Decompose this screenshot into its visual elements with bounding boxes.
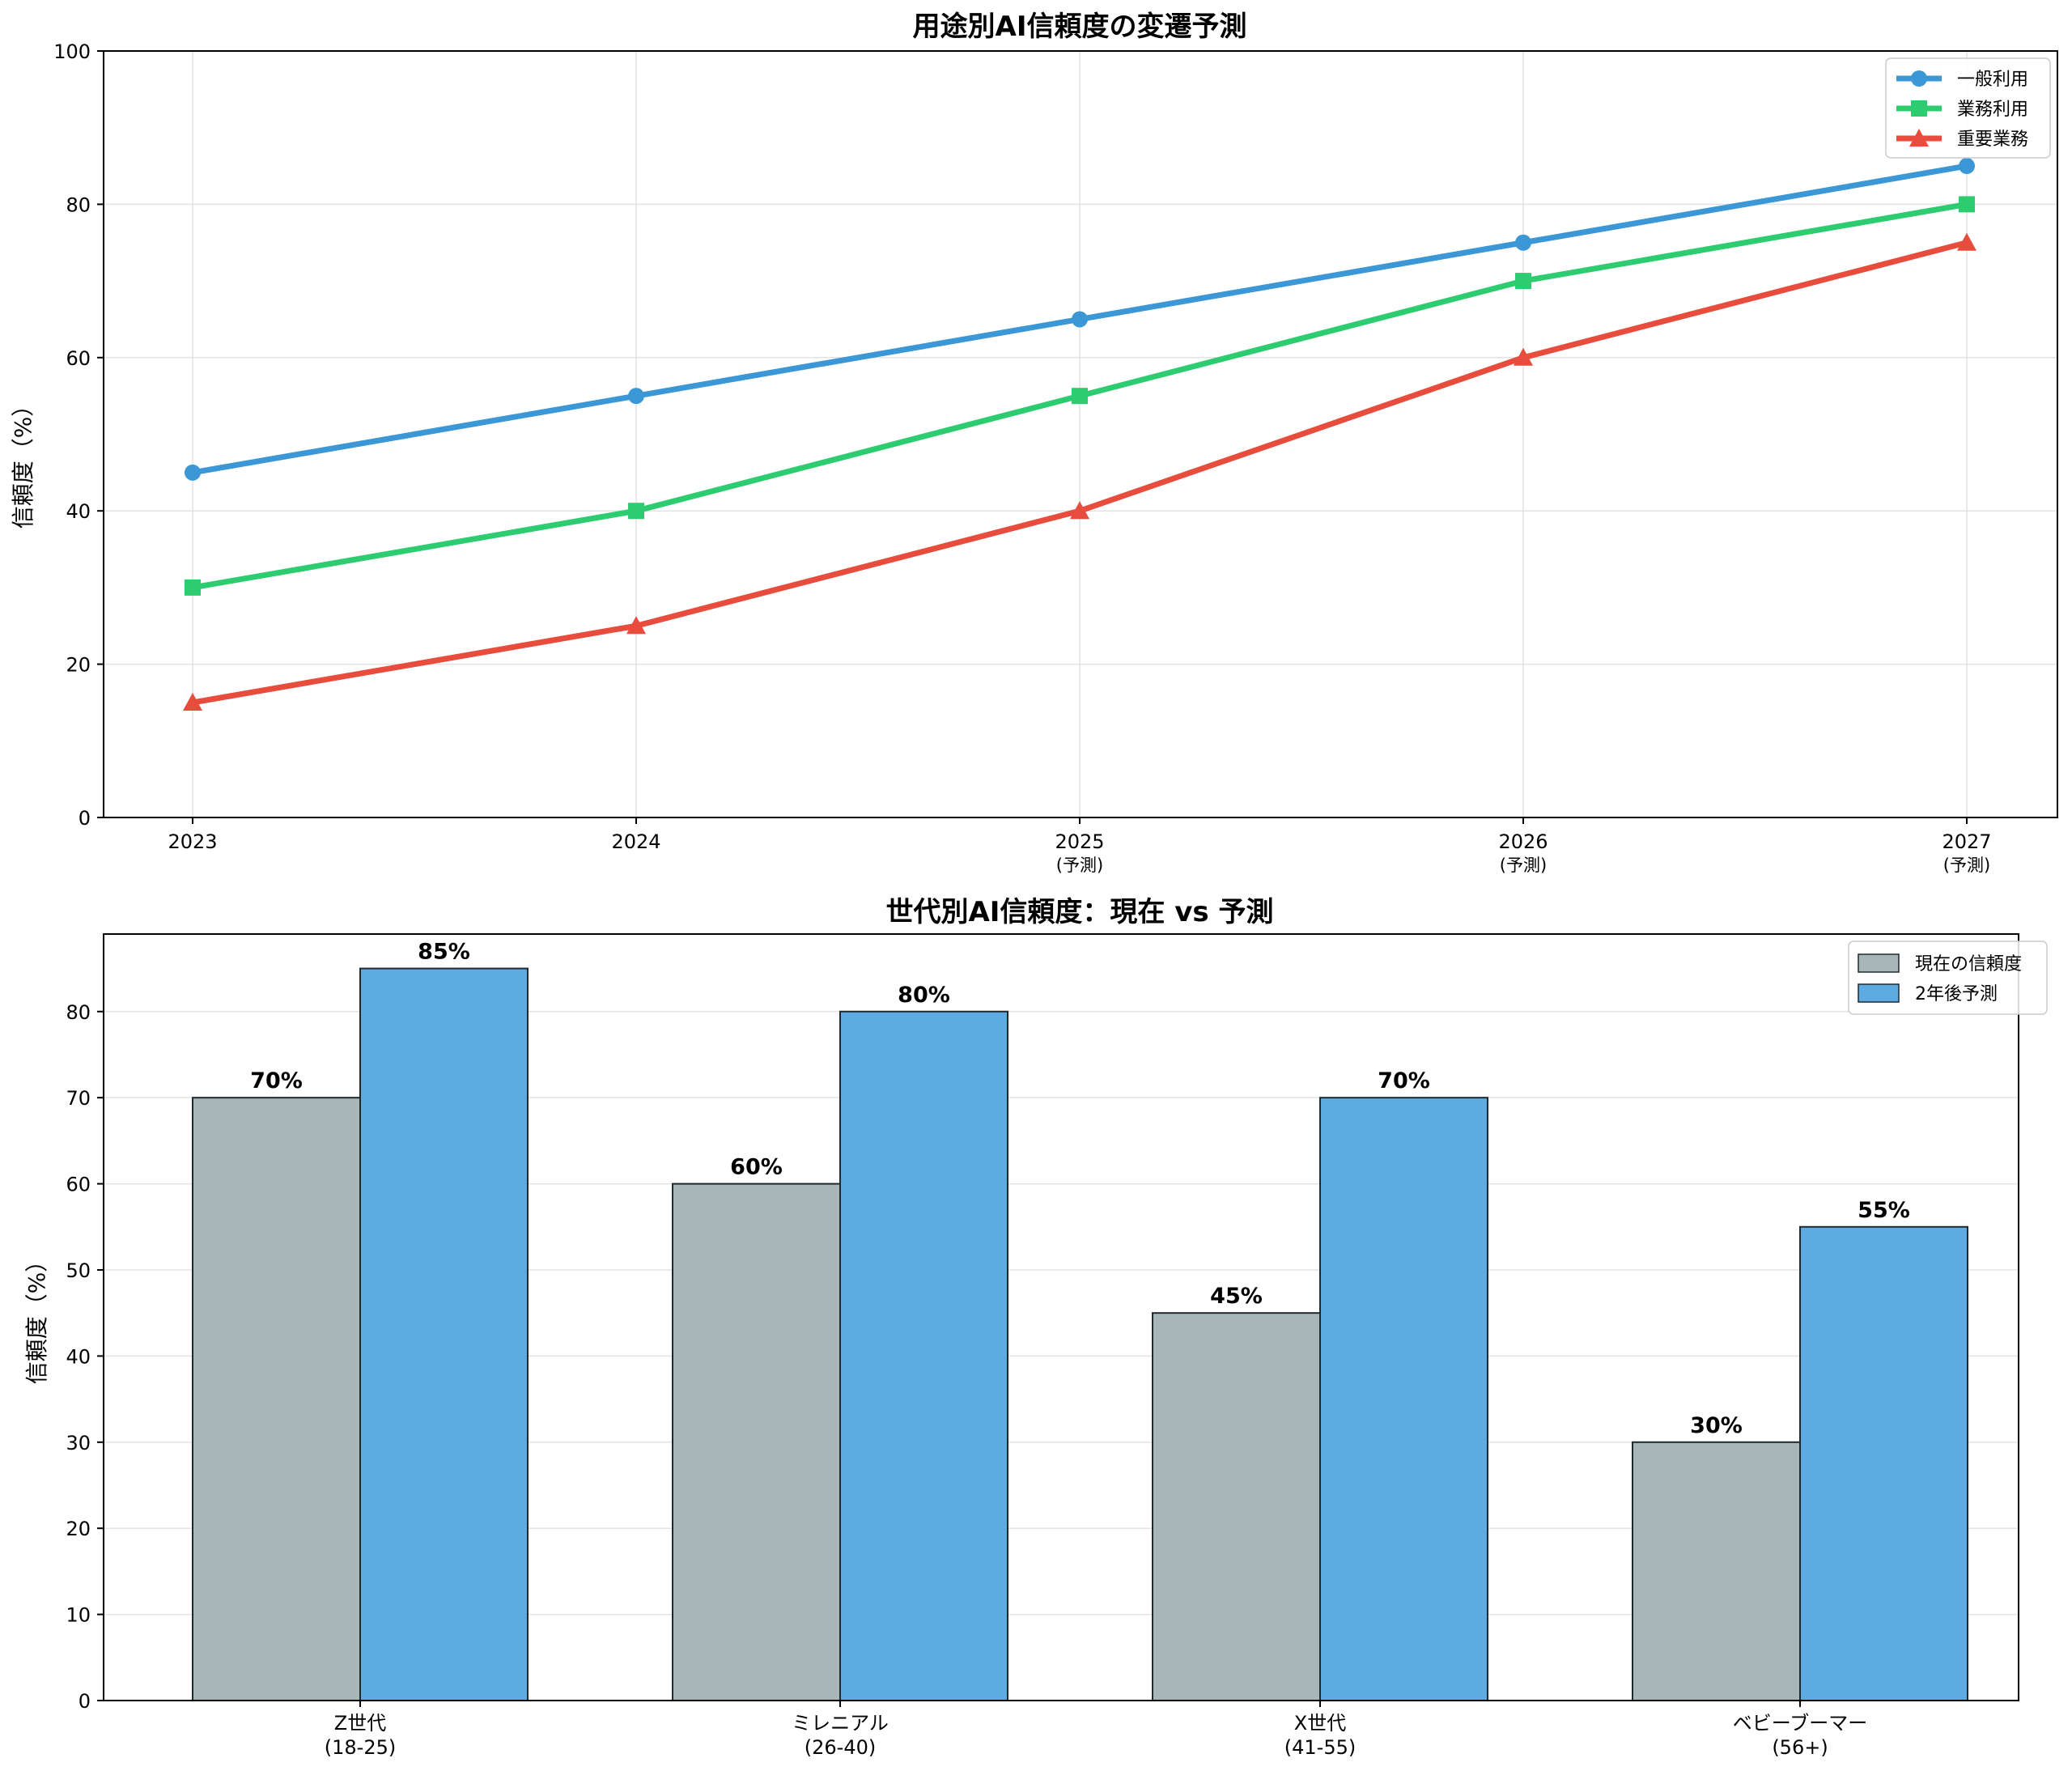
x-tick-label: ベビーブーマー	[1733, 1712, 1868, 1735]
data-point	[1957, 232, 1976, 251]
legend-marker	[1911, 70, 1927, 87]
legend-label: 重要業務	[1957, 130, 2028, 150]
bar-value-label: 55%	[1858, 1198, 1910, 1223]
bar-chart-bars: 70% 85% 60% 80% 45% 70% 30% 55%	[192, 940, 1968, 1702]
x-tick-label: 2026	[1498, 830, 1548, 853]
bar	[839, 1010, 1008, 1701]
y-tick-label: 20	[66, 654, 91, 677]
data-point	[628, 503, 644, 520]
legend-swatch	[1858, 983, 1900, 1003]
y-tick-label: 80	[66, 193, 91, 216]
data-point	[1515, 273, 1531, 290]
line-chart-title: 用途別AI信頼度の変遷予測	[913, 11, 1247, 43]
x-tick-label: 2023	[168, 830, 217, 853]
y-tick-label: 20	[66, 1518, 91, 1540]
bar-value-label: 45%	[1210, 1284, 1263, 1309]
legend-label: 2年後予測	[1915, 984, 1998, 1004]
bar-chart-legend: 現在の信頼度 2年後予測	[1848, 941, 2048, 1015]
bar-value-label: 30%	[1690, 1413, 1743, 1438]
y-tick-label: 10	[66, 1604, 91, 1627]
x-tick-label: 2025	[1055, 830, 1104, 853]
y-tick-label: 40	[66, 500, 91, 523]
y-tick-label: 100	[53, 40, 91, 63]
line-chart-y-axis: 0 20 40 60 80 100	[53, 40, 104, 830]
legend-marker	[1911, 100, 1927, 117]
bar-chart-x-axis: Z世代(18-25) ミレニアル(26-40) X世代(41-55) ベビーブーマー(…	[325, 1701, 1868, 1759]
bar-chart-frame	[103, 933, 2019, 1701]
bar	[1799, 1225, 1968, 1701]
line-chart-x-axis: 2023 2024 2025 (予測) 2026 (予測) 2027 (予測)	[168, 817, 1992, 875]
bar-value-label: 70%	[1378, 1068, 1430, 1093]
x-tick-label: 2027	[1942, 830, 1991, 853]
y-tick-label: 60	[66, 1174, 91, 1196]
bar-chart-ylabel: 信頼度（%）	[23, 1250, 50, 1385]
line-chart-series	[183, 158, 1976, 711]
data-point	[183, 692, 202, 711]
data-point	[1959, 158, 1975, 175]
line-chart-grid	[104, 50, 2057, 818]
x-tick-note: (予測)	[1056, 856, 1103, 875]
x-tick-label: Z世代	[334, 1712, 386, 1735]
legend-swatch	[1858, 953, 1900, 973]
data-point	[1070, 501, 1089, 520]
x-tick-range: (26-40)	[805, 1736, 876, 1759]
data-point	[1514, 347, 1533, 366]
data-point	[1959, 196, 1975, 213]
x-tick-note: (予測)	[1943, 856, 1990, 875]
bar-value-label: 60%	[730, 1155, 783, 1180]
series-2	[185, 196, 1975, 596]
x-tick-label: X世代	[1294, 1712, 1346, 1735]
bar	[192, 1097, 361, 1702]
bar	[359, 967, 529, 1701]
legend-label: 一般利用	[1957, 70, 2028, 90]
legend-label: 現在の信頼度	[1915, 954, 2022, 975]
data-point	[626, 616, 646, 635]
legend-box	[1885, 57, 2051, 159]
x-tick-range: (56+)	[1772, 1736, 1828, 1759]
y-tick-label: 0	[79, 1690, 91, 1713]
legend-label: 業務利用	[1957, 100, 2028, 120]
bar-chart: 世代別AI信頼度：現在 vs 予測 信頼度（%） 0 10 20 30 40 50 60 70…	[23, 896, 2048, 1759]
x-tick-label: ミレニアル	[792, 1712, 889, 1735]
series-1	[185, 158, 1975, 481]
x-tick-label: 2024	[611, 830, 660, 853]
y-tick-label: 40	[66, 1345, 91, 1368]
y-tick-label: 70	[66, 1087, 91, 1110]
bar-value-label: 80%	[898, 983, 950, 1008]
bar	[1632, 1441, 1801, 1701]
data-point	[1515, 234, 1531, 251]
data-point	[1072, 311, 1088, 328]
bar-value-label: 70%	[250, 1068, 303, 1093]
bar-value-label: 85%	[418, 940, 470, 965]
series-3	[183, 232, 1976, 711]
x-tick-note: (予測)	[1500, 856, 1547, 875]
bar	[1319, 1097, 1488, 1702]
bar-chart-title: 世代別AI信頼度：現在 vs 予測	[885, 896, 1273, 928]
y-tick-label: 80	[66, 1001, 91, 1024]
y-tick-label: 50	[66, 1259, 91, 1282]
data-point	[1072, 388, 1088, 405]
x-tick-range: (41-55)	[1284, 1736, 1356, 1759]
data-point	[185, 464, 201, 481]
y-tick-label: 0	[79, 807, 91, 830]
line-chart-ylabel: 信頼度（%）	[10, 394, 36, 529]
bar-chart-y-axis: 0 10 20 30 40 50 60 70 80	[66, 1001, 104, 1713]
x-tick-range: (18-25)	[325, 1736, 396, 1759]
bar	[672, 1183, 841, 1701]
y-tick-label: 30	[66, 1432, 91, 1454]
line-chart-frame	[103, 50, 2058, 818]
y-tick-label: 60	[66, 347, 91, 370]
data-point	[628, 388, 644, 405]
legend-marker	[1909, 129, 1929, 147]
bar	[1152, 1312, 1321, 1702]
data-point	[185, 579, 201, 596]
